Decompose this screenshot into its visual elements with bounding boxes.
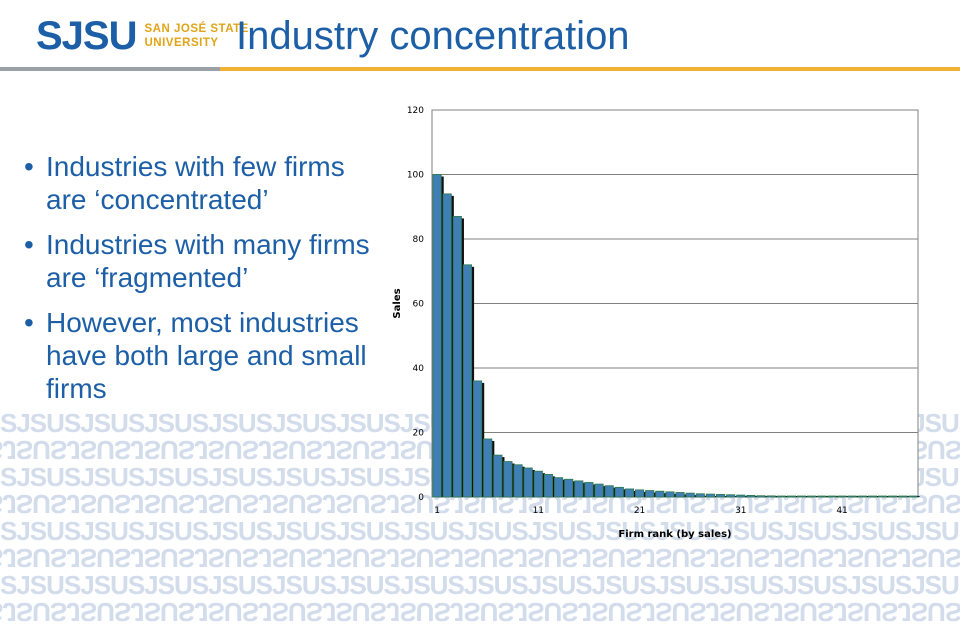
bar [675, 492, 685, 498]
bar [857, 495, 867, 498]
bar [594, 483, 604, 498]
bar [837, 495, 847, 498]
watermark-row: SJSUSJSUSJSUSJSUSJSUSJSUSJSUSJSUSJSUSJSU… [0, 570, 960, 600]
bar [645, 490, 655, 498]
bar [908, 495, 918, 498]
bullet-item: However, most industries have both large… [24, 306, 384, 405]
x-tick-labels: 1 11 21 31 41 [434, 506, 848, 516]
bar [817, 495, 827, 498]
bar [705, 493, 715, 498]
bar [827, 495, 837, 498]
bullet-item: Industries with few firms are ‘concentra… [24, 150, 384, 216]
bar [776, 495, 786, 498]
y-tick-label: 0 [418, 493, 424, 503]
bar [797, 495, 807, 498]
bar [786, 495, 796, 498]
bar [878, 495, 888, 498]
bar [847, 495, 857, 498]
bar [624, 488, 634, 498]
bar [716, 494, 726, 498]
y-axis-label: Sales [392, 288, 403, 318]
bar [543, 474, 553, 498]
x-tick-label: 41 [836, 506, 847, 516]
bar [898, 495, 908, 498]
bar [726, 494, 736, 498]
bar [807, 495, 817, 498]
bar [513, 464, 523, 498]
header-rule-gold [220, 67, 960, 71]
bar [746, 494, 756, 498]
logo-subtitle: SAN JOSÉ STATE UNIVERSITY [145, 22, 249, 50]
bar [564, 478, 574, 498]
watermark-row: SJSUSJSUSJSUSJSUSJSUSJSUSJSUSJSUSJSUSJSU… [0, 597, 960, 624]
bar [432, 174, 442, 498]
y-tick-label: 80 [413, 235, 425, 245]
bar [614, 486, 624, 498]
bar [574, 480, 584, 498]
x-tick-label: 31 [735, 506, 746, 516]
bar [635, 489, 645, 498]
bar [523, 467, 533, 498]
bar [462, 264, 472, 498]
logo-subtitle-line1: SAN JOSÉ STATE [144, 23, 249, 35]
y-tick-label: 20 [413, 429, 425, 439]
y-tick-label: 60 [413, 300, 425, 310]
y-tick-labels: 0 20 40 60 80 100 120 [407, 106, 424, 503]
header-rule-gray [0, 67, 220, 71]
logo-mark: SJSU [36, 14, 137, 58]
watermark-row: SJSUSJSUSJSUSJSUSJSUSJSUSJSUSJSUSJSUSJSU… [0, 516, 960, 546]
bar [493, 454, 503, 498]
y-tick-label: 40 [413, 364, 425, 374]
x-tick-label: 1 [434, 506, 440, 516]
bar [503, 461, 513, 498]
bar [483, 438, 493, 498]
x-tick-label: 11 [533, 506, 544, 516]
logo: SJSU SAN JOSÉ STATE UNIVERSITY [36, 16, 249, 56]
grid-lines [432, 174, 918, 433]
bar [695, 493, 705, 498]
bullet-item: Industries with many firms are ‘fragment… [24, 228, 384, 294]
bar [473, 380, 483, 498]
bar [685, 492, 695, 498]
bar [655, 490, 665, 498]
bullet-list: Industries with few firms are ‘concentra… [24, 150, 384, 417]
bar [665, 491, 675, 498]
bar [867, 495, 877, 498]
bar [736, 494, 746, 498]
x-axis-label: Firm rank (by sales) [618, 529, 731, 540]
bar [533, 470, 543, 498]
bar [766, 495, 776, 498]
slide-title: Industry concentration [236, 14, 630, 58]
bar [452, 216, 462, 498]
x-tick-label: 21 [634, 506, 645, 516]
y-tick-label: 120 [407, 106, 424, 116]
bar [554, 477, 564, 498]
bar [604, 485, 614, 498]
logo-subtitle-line2: UNIVERSITY [144, 37, 219, 49]
bars [432, 174, 920, 498]
y-tick-label: 100 [407, 171, 424, 181]
bar [442, 193, 452, 498]
bar [584, 482, 594, 498]
bar [888, 495, 898, 498]
bar [756, 495, 766, 498]
